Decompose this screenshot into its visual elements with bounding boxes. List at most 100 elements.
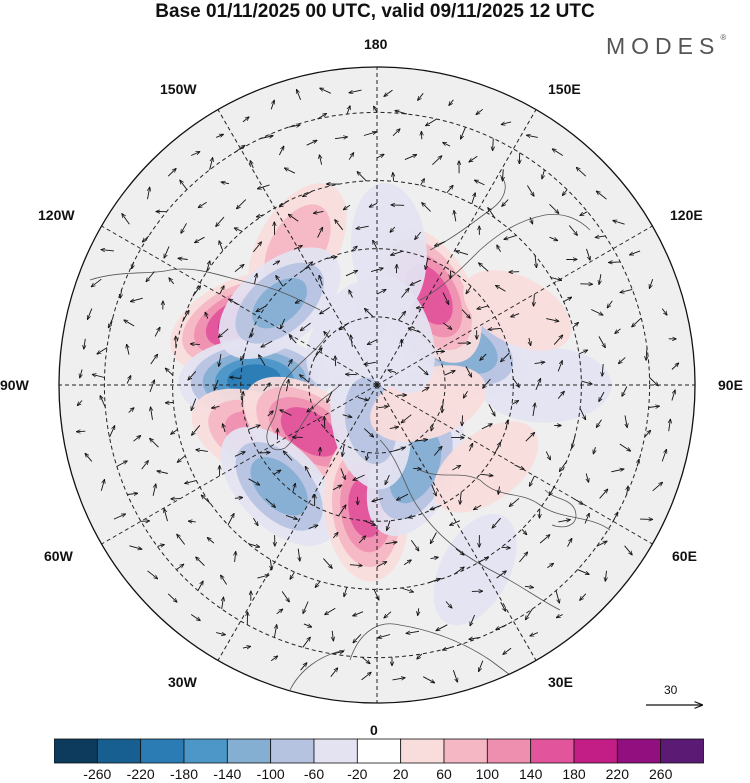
wind-vector xyxy=(442,292,449,305)
wind-vector xyxy=(435,240,446,246)
wind-vector xyxy=(378,406,388,407)
wind-vector xyxy=(630,250,641,255)
wind-vector xyxy=(361,656,370,663)
wind-vector xyxy=(465,366,472,378)
colorbar-swatch xyxy=(183,738,228,764)
wind-vector xyxy=(330,668,338,677)
wind-vector xyxy=(325,607,336,614)
wind-vector xyxy=(130,297,143,301)
lon-label-60w: 60W xyxy=(44,548,73,564)
wind-vector xyxy=(450,520,461,526)
wind-vector xyxy=(599,274,601,284)
wind-vector xyxy=(221,575,227,585)
wind-vector xyxy=(468,443,472,452)
colorbar-swatch xyxy=(660,738,704,764)
wind-vector xyxy=(519,552,527,563)
wind-vector xyxy=(545,451,550,459)
wind-vector xyxy=(150,438,159,448)
wind-vector xyxy=(340,468,346,479)
wind-vector xyxy=(147,570,158,579)
wind-vector xyxy=(557,391,564,399)
wind-vector xyxy=(563,297,572,302)
wind-vector xyxy=(100,396,106,408)
wind-vector xyxy=(430,557,439,558)
wind-vector xyxy=(624,545,633,555)
wind-vector xyxy=(622,386,628,397)
wind-vector xyxy=(488,404,495,416)
anomaly-contour xyxy=(252,278,307,329)
wind-vector xyxy=(393,173,394,182)
wind-vector xyxy=(306,140,317,146)
wind-vector xyxy=(529,475,535,486)
wind-vector xyxy=(511,313,520,317)
wind-vector xyxy=(164,509,168,522)
wind-vector xyxy=(303,190,313,197)
wind-vector xyxy=(303,601,309,614)
wind-vector xyxy=(546,318,559,322)
wind-vector xyxy=(314,348,323,359)
wind-vector xyxy=(596,419,602,428)
brand-text: MODES xyxy=(606,33,721,59)
lon-label-30e: 30E xyxy=(548,674,573,690)
colorbar-tick-label: 60 xyxy=(436,766,452,782)
wind-vector xyxy=(346,106,350,115)
wind-vector xyxy=(92,374,105,378)
wind-vector xyxy=(369,202,378,207)
wind-vector xyxy=(216,134,223,138)
wind-vector xyxy=(293,483,296,493)
wind-vector xyxy=(397,493,409,500)
wind-vector xyxy=(671,363,679,370)
colorbar-tick-label: -100 xyxy=(256,766,285,782)
wind-vector xyxy=(534,362,545,364)
wind-vector xyxy=(480,353,487,360)
wind-vector xyxy=(242,392,243,405)
anomaly-field xyxy=(170,182,612,626)
wind-vector xyxy=(256,305,267,312)
colorbar-swatch xyxy=(140,738,185,764)
wind-vector xyxy=(529,337,531,346)
wind-vector xyxy=(129,545,142,549)
wind-vector xyxy=(376,154,384,159)
wind-vector xyxy=(142,235,150,242)
wind-vector xyxy=(376,562,387,568)
wind-vector xyxy=(363,428,373,437)
wind-vector xyxy=(127,493,137,494)
wind-vector xyxy=(384,89,393,96)
wind-vector xyxy=(618,357,626,363)
lon-label-60e: 60E xyxy=(672,548,697,564)
wind-vector xyxy=(257,184,270,189)
wind-vector xyxy=(255,274,257,284)
wind-vector xyxy=(349,89,362,93)
wind-vector xyxy=(157,471,168,474)
wind-vector xyxy=(568,225,577,236)
wind-vector xyxy=(241,352,245,361)
wind-vector xyxy=(124,320,135,327)
wind-vector xyxy=(338,505,346,517)
wind-vector xyxy=(300,375,310,383)
wind-vector xyxy=(164,246,170,259)
colorbar-tick-label: -20 xyxy=(347,766,368,782)
wind-vector xyxy=(253,242,261,253)
wind-vector xyxy=(421,387,429,392)
wind-vector xyxy=(562,189,568,196)
wind-vector xyxy=(527,135,538,137)
wind-vector xyxy=(389,427,399,429)
wind-vector xyxy=(580,593,587,601)
wind-vector xyxy=(272,261,280,266)
wind-vector xyxy=(577,569,590,575)
wind-vector xyxy=(356,225,369,229)
wind-vector xyxy=(234,498,243,499)
wind-vector xyxy=(197,581,203,591)
wind-vector xyxy=(584,513,589,524)
wind-vector xyxy=(619,443,631,451)
wind-vector xyxy=(596,191,607,200)
wind-vector xyxy=(431,423,433,431)
wind-vector xyxy=(141,461,149,470)
wind-vector xyxy=(669,419,671,432)
wind-vector xyxy=(221,182,230,184)
wind-vector xyxy=(644,430,651,438)
wind-vector xyxy=(346,374,357,375)
wind-vector xyxy=(599,391,605,402)
wind-vector xyxy=(288,214,299,222)
wind-vector xyxy=(572,323,578,328)
